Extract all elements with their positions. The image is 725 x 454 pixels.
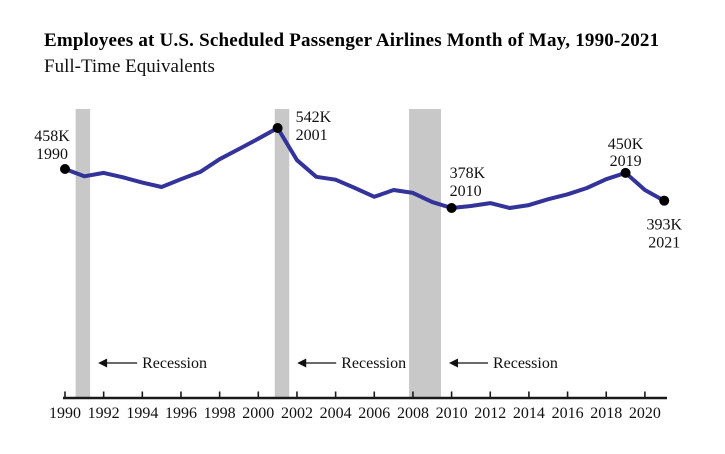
annotation-year-label: 2010 (450, 183, 482, 200)
annotation-value-label: 458K (34, 128, 70, 145)
data-point-marker (60, 163, 70, 174)
x-axis-tick-label: 2008 (397, 405, 429, 422)
annotation-value-label: 378K (450, 165, 486, 182)
recession-label: Recession (493, 355, 558, 372)
recession-arrow-head-icon (98, 358, 108, 368)
x-axis-tick-label: 1994 (126, 405, 158, 422)
annotation-year-label: 2001 (296, 127, 328, 144)
recession-label: Recession (341, 355, 406, 372)
recession-arrow-head-icon (297, 358, 307, 368)
recession-band (274, 109, 290, 397)
x-axis-tick-label: 1992 (88, 405, 120, 422)
recession-label: Recession (142, 355, 207, 372)
x-axis-tick-label: 2014 (513, 405, 545, 422)
annotation-year-label: 2021 (648, 235, 680, 252)
x-axis-tick-label: 2004 (320, 405, 352, 422)
x-axis-tick-label: 2016 (552, 405, 584, 422)
employment-data-line (63, 126, 667, 210)
x-axis-tick-label: 1998 (204, 405, 236, 422)
annotation-year-label: 1990 (36, 146, 68, 163)
x-axis-tick-label: 2012 (474, 405, 506, 422)
x-axis-tick-label: 2010 (436, 405, 468, 422)
data-point-marker (659, 195, 670, 206)
data-point-marker (446, 203, 457, 213)
x-axis-tick-label: 2018 (590, 405, 622, 422)
recession-band (409, 109, 441, 397)
data-point-marker (620, 167, 631, 178)
annotation-year-label: 2019 (610, 153, 642, 170)
x-axis-tick-label: 1990 (49, 405, 81, 422)
data-point-marker (272, 123, 283, 134)
chart-subtitle: Full-Time Equivalents (44, 56, 215, 77)
annotation-value-label: 542K (296, 109, 332, 126)
annotation-value-label: 450K (608, 136, 644, 153)
chart-title: Employees at U.S. Scheduled Passenger Ai… (44, 30, 660, 51)
x-axis-tick-label: 2002 (281, 405, 313, 422)
x-axis-tick-label: 1996 (165, 405, 197, 422)
x-axis-tick-label: 2000 (242, 405, 274, 422)
recession-arrow-head-icon (448, 358, 458, 368)
x-axis-tick-label: 2006 (358, 405, 390, 422)
annotation-value-label: 393K (646, 217, 682, 234)
x-axis-tick-label: 2020 (629, 405, 661, 422)
recession-band (75, 109, 91, 397)
